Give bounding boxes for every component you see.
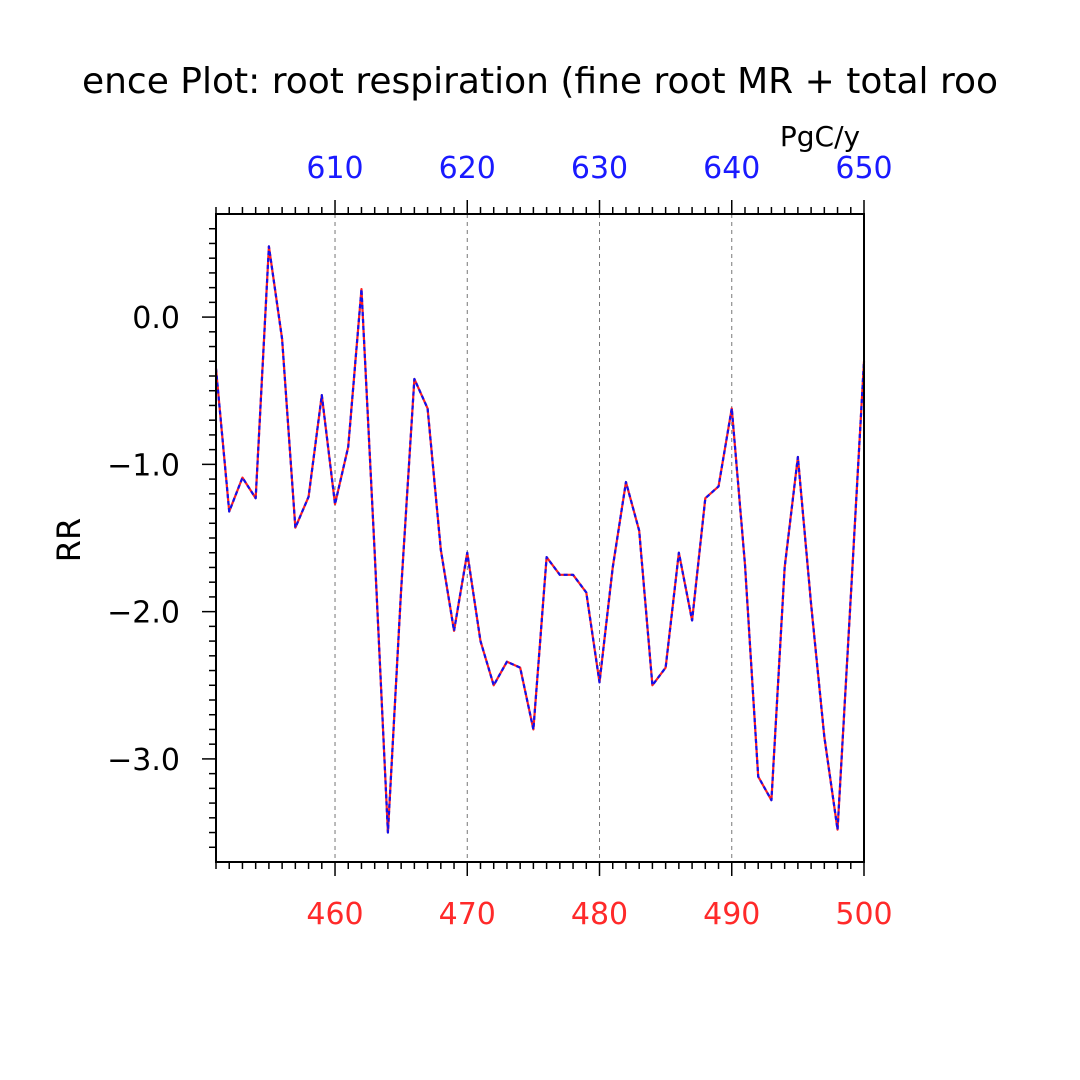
x-tick-label-bottom: 480 (571, 897, 628, 932)
axis-ticks (202, 200, 865, 876)
y-tick-label: 0.0 (132, 301, 180, 336)
x-tick-label-top: 610 (306, 151, 363, 186)
y-axis-label: RR (50, 518, 88, 562)
x-tick-label-top: 640 (703, 151, 760, 186)
plot-frame (215, 213, 865, 863)
top-axis-unit: PgC/y (780, 120, 860, 153)
series-line-red (214, 245, 866, 834)
tick-labels: 460 470 480 490 500 610 620 630 640 650 0.0 −1.0 −2.… (107, 151, 892, 932)
grid-lines (334, 214, 733, 862)
x-tick-label-bottom: 500 (835, 897, 892, 932)
y-tick-label: −2.0 (107, 596, 180, 631)
series-line-blue (214, 245, 866, 834)
y-tick-label: −1.0 (107, 448, 180, 483)
x-tick-label-top: 630 (571, 151, 628, 186)
series-lines (214, 245, 866, 834)
x-tick-label-top: 620 (439, 151, 496, 186)
chart-title: ence Plot: root respiration (fine root M… (82, 61, 998, 102)
x-tick-label-bottom: 470 (439, 897, 496, 932)
y-tick-label: −3.0 (107, 743, 180, 778)
x-tick-label-bottom: 460 (306, 897, 363, 932)
x-tick-label-bottom: 490 (703, 897, 760, 932)
x-tick-label-top: 650 (835, 151, 892, 186)
